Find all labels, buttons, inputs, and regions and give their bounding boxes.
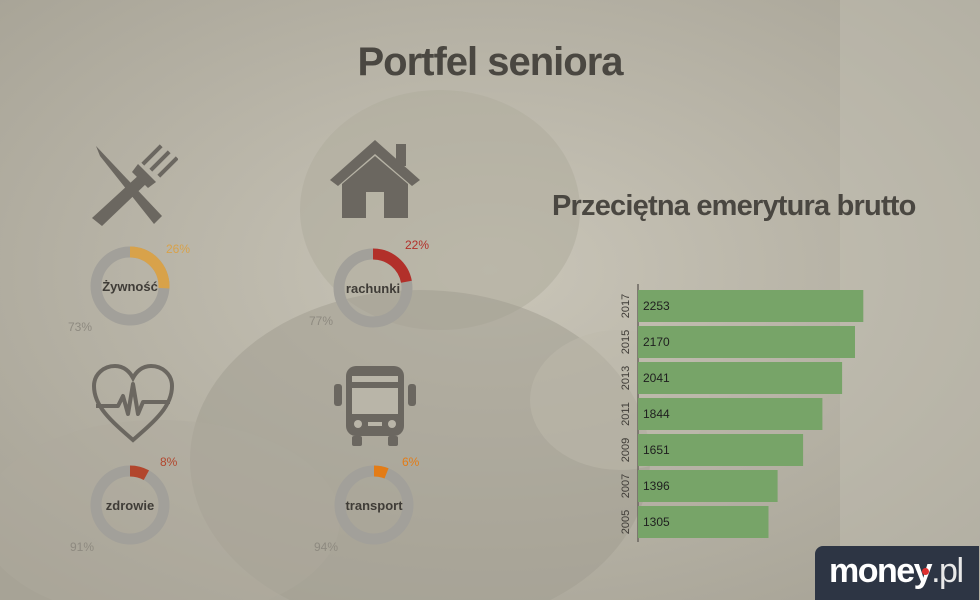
bar-value-label: 1844: [643, 407, 670, 421]
page-title: Portfel seniora: [357, 40, 623, 84]
bar-value-label: 2253: [643, 299, 670, 313]
donut-share-arc: [90, 465, 170, 545]
category-label: 2015: [620, 330, 632, 354]
category-label: 2017: [620, 294, 632, 318]
chart-title: Przeciętna emerytura brutto: [552, 190, 916, 222]
category-label: 2007: [620, 474, 632, 498]
bar-value-label: 1305: [643, 515, 670, 529]
bar-2011: [638, 398, 823, 430]
donut-transport: [334, 465, 414, 545]
rest-pct-transport: 94%: [314, 540, 339, 554]
logo-dot: [922, 568, 929, 575]
donut-label-transport: transport: [345, 498, 403, 513]
donut-label-bills: rachunki: [345, 281, 401, 296]
bar-2017: [638, 290, 864, 322]
bus-icon: [334, 366, 416, 446]
heart-pulse-icon: [91, 363, 175, 443]
donut-label-health: zdrowie: [105, 498, 155, 513]
category-label: 2009: [620, 438, 632, 462]
donut-food: [90, 246, 170, 326]
rest-pct-food: 73%: [68, 320, 93, 334]
share-pct-health: 8%: [160, 455, 178, 469]
donut-health: [90, 465, 170, 545]
bar-2005: [638, 506, 769, 538]
rest-pct-health: 91%: [70, 540, 95, 554]
donut-label-food: Żywność: [102, 279, 158, 294]
share-pct-food: 26%: [166, 242, 191, 256]
donut-share-arc: [333, 248, 413, 328]
bar-value-label: 2170: [643, 335, 670, 349]
category-label: 2013: [620, 366, 632, 390]
donut-share-arc: [90, 246, 170, 326]
bar-2009: [638, 434, 804, 466]
logo-text: money.pl: [829, 552, 964, 590]
bar-value-label: 1396: [643, 479, 670, 493]
house-icon: [330, 140, 420, 218]
donut-bills: [333, 248, 413, 328]
category-label: 2005: [620, 510, 632, 534]
share-pct-bills: 22%: [405, 238, 430, 252]
category-label: 2011: [620, 402, 632, 426]
fork-knife-icon: [92, 144, 178, 226]
bar-value-label: 1651: [643, 443, 670, 457]
bar-value-label: 2041: [643, 371, 670, 385]
money-pl-logo[interactable]: money.pl: [815, 546, 979, 600]
bar-2015: [638, 326, 855, 358]
pension-bar-chart: 2253 2017 2170 2015 2041 2013 1844 2011 1651 2009…: [620, 284, 864, 542]
bar-2013: [638, 362, 843, 394]
donut-share-arc: [334, 465, 414, 545]
bar-2007: [638, 470, 778, 502]
share-pct-transport: 6%: [402, 455, 420, 469]
rest-pct-bills: 77%: [309, 314, 334, 328]
